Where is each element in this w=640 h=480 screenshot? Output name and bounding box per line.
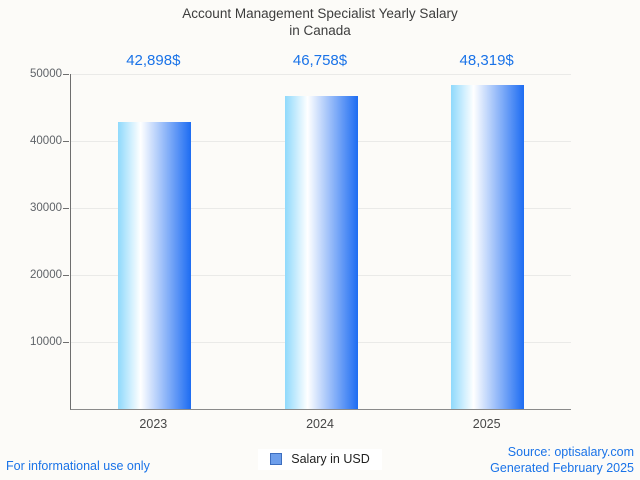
source-block: Source: optisalary.com Generated Februar… [490,445,634,476]
legend-entry: Salary in USD [258,449,382,470]
chart-title: Account Management Specialist Yearly Sal… [0,5,640,39]
salary-bar [451,85,525,409]
bar-value-label: 48,319$ [459,52,514,69]
y-axis-tick [63,73,69,75]
x-axis-label: 2024 [306,417,334,431]
chart-title-line1: Account Management Specialist Yearly Sal… [182,6,458,21]
y-axis-label: 50000 [30,67,62,80]
disclaimer-text: For informational use only [6,459,150,473]
salary-bar [117,121,191,409]
x-axis-label: 2023 [139,417,168,431]
bar-value-label: 42,898$ [126,52,181,69]
generated-text: Generated February 2025 [490,460,634,475]
legend-label: Salary in USD [291,452,370,466]
y-axis-tick [63,207,69,209]
bar-value-label: 46,758$ [292,52,348,69]
y-axis-label: 30000 [30,201,62,214]
source-text: Source: optisalary.com [507,445,634,459]
plot-area [70,73,571,410]
y-axis-tick [63,140,69,142]
x-axis-label: 2025 [472,417,501,431]
chart-title-line2: in Canada [289,23,351,38]
legend-marker-square [270,453,283,465]
y-axis-label: 10000 [30,335,62,348]
y-axis-tick [63,341,69,343]
y-axis-label: 20000 [30,268,62,281]
y-axis-label: 40000 [30,134,62,147]
y-axis-tick [63,274,69,276]
gridline [71,73,571,75]
salary-bar [284,95,358,409]
